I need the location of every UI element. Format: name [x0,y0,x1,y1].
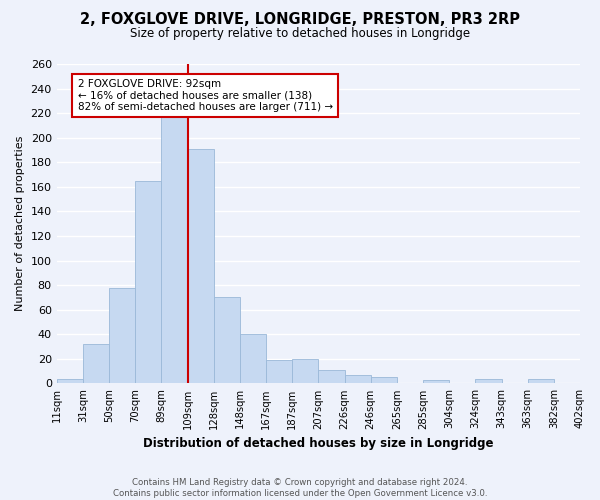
Text: 2, FOXGLOVE DRIVE, LONGRIDGE, PRESTON, PR3 2RP: 2, FOXGLOVE DRIVE, LONGRIDGE, PRESTON, P… [80,12,520,28]
Bar [214,298,240,384]
Text: 2 FOXGLOVE DRIVE: 92sqm
← 16% of detached houses are smaller (138)
82% of semi-d: 2 FOXGLOVE DRIVE: 92sqm ← 16% of detache… [77,78,333,112]
Bar [292,359,319,384]
Bar [83,344,109,384]
Text: Size of property relative to detached houses in Longridge: Size of property relative to detached ho… [130,28,470,40]
Bar [319,370,344,384]
Bar [187,149,214,384]
Bar [371,378,397,384]
Bar [423,380,449,384]
Bar [266,360,292,384]
Bar [135,180,161,384]
Bar [56,378,83,384]
Bar [109,288,135,384]
Text: Contains HM Land Registry data © Crown copyright and database right 2024.
Contai: Contains HM Land Registry data © Crown c… [113,478,487,498]
Bar [475,378,502,384]
Bar [161,116,187,384]
X-axis label: Distribution of detached houses by size in Longridge: Distribution of detached houses by size … [143,437,494,450]
Bar [240,334,266,384]
Bar [527,378,554,384]
Bar [344,375,371,384]
Y-axis label: Number of detached properties: Number of detached properties [15,136,25,312]
